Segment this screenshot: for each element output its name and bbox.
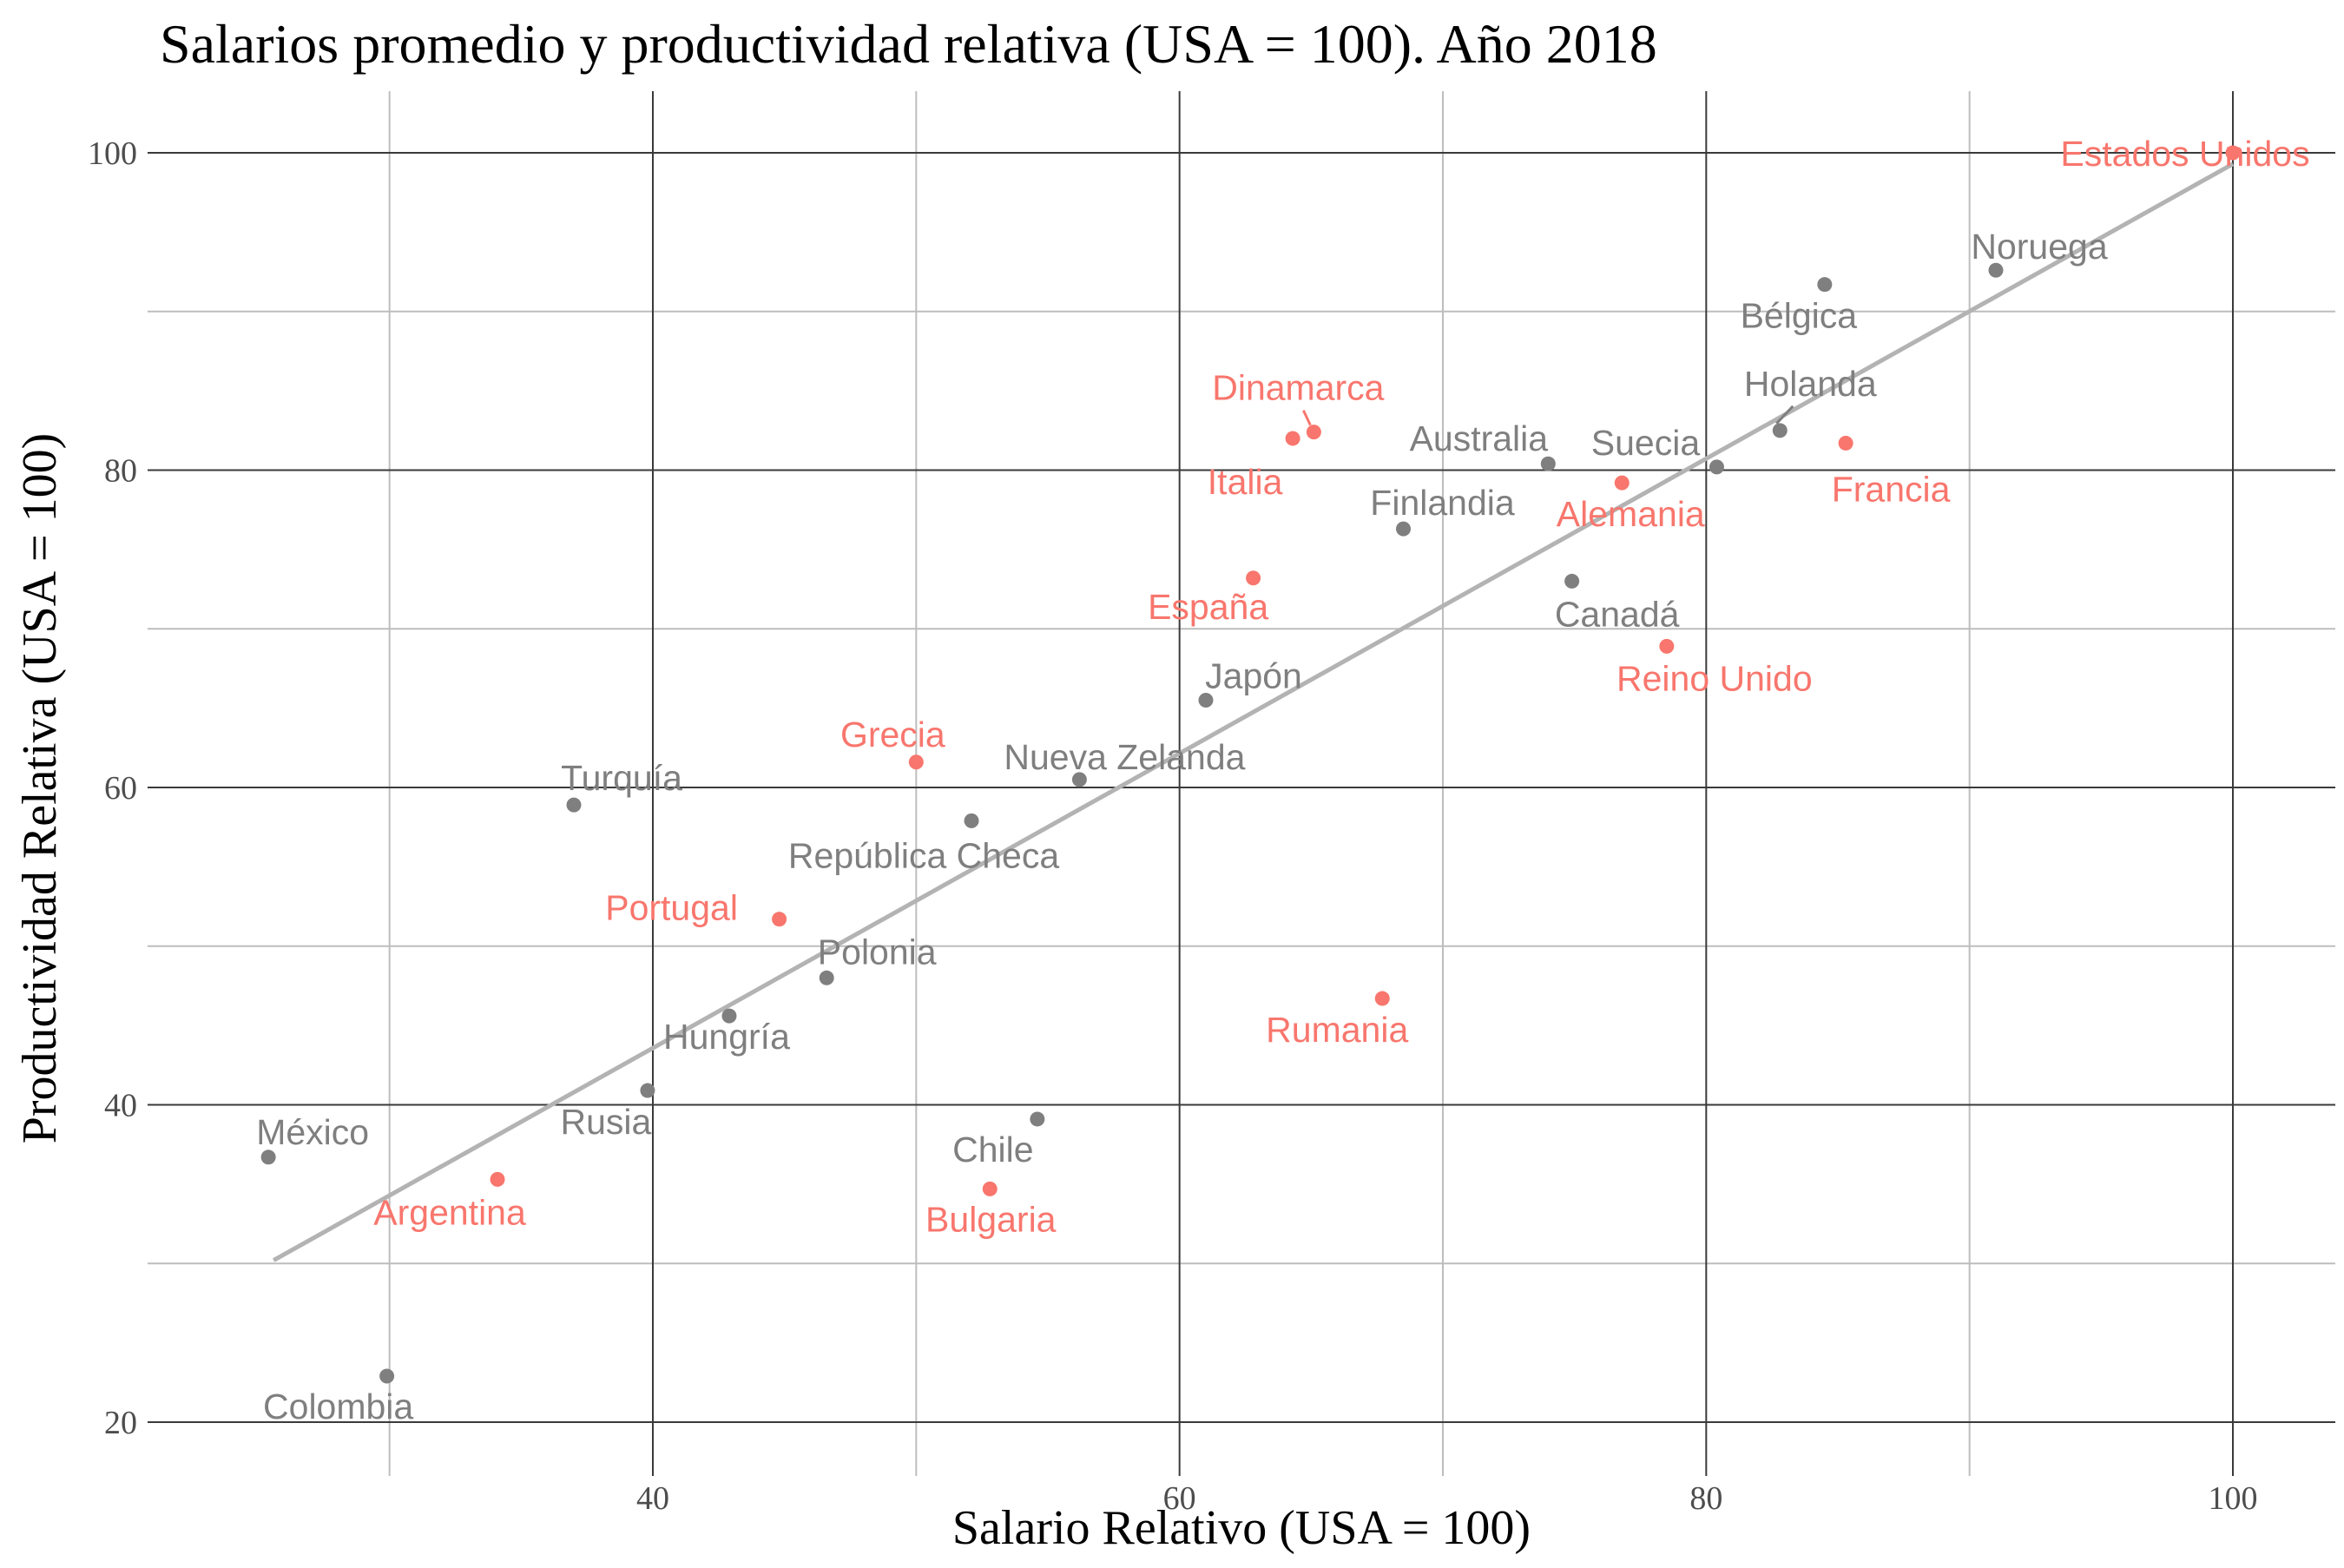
data-point bbox=[1198, 692, 1214, 708]
data-point bbox=[964, 813, 979, 828]
data-point bbox=[772, 912, 787, 927]
point-label: Dinamarca bbox=[1212, 368, 1384, 408]
point-label: Holanda bbox=[1744, 364, 1877, 404]
data-point bbox=[490, 1171, 505, 1187]
point-label: Nueva Zelanda bbox=[1004, 737, 1245, 777]
data-point bbox=[1988, 262, 2004, 278]
data-point bbox=[908, 754, 924, 770]
point-label: Rumania bbox=[1266, 1010, 1408, 1050]
x-tick-label: 40 bbox=[636, 1480, 669, 1517]
data-point bbox=[379, 1368, 395, 1384]
point-label: Bulgaria bbox=[925, 1199, 1057, 1239]
y-axis-ticks: 20 40 60 80 100 bbox=[88, 135, 137, 1441]
data-point bbox=[1030, 1111, 1045, 1127]
point-label: Alemania bbox=[1557, 494, 1705, 534]
point-label: República Checa bbox=[788, 835, 1059, 875]
y-tick-label: 80 bbox=[104, 453, 137, 490]
point-label: Italia bbox=[1208, 462, 1283, 502]
x-tick-label: 100 bbox=[2209, 1480, 2258, 1517]
data-point bbox=[260, 1150, 276, 1165]
data-point bbox=[982, 1181, 998, 1196]
point-label: Polonia bbox=[818, 932, 937, 972]
data-point bbox=[2225, 145, 2241, 161]
data-point bbox=[1306, 425, 1321, 440]
data-point bbox=[1709, 459, 1724, 475]
x-tick-label: 80 bbox=[1689, 1480, 1722, 1517]
y-axis-title: Productividad Relativa (USA = 100) bbox=[13, 433, 67, 1144]
data-point bbox=[819, 970, 834, 985]
point-label: Chile bbox=[952, 1130, 1033, 1169]
point-label: Estados Unidos bbox=[2060, 134, 2309, 174]
data-points bbox=[260, 145, 2241, 1384]
point-label: Japón bbox=[1205, 656, 1302, 695]
point-label: Reino Unido bbox=[1616, 658, 1813, 698]
point-label: Bélgica bbox=[1741, 296, 1858, 336]
y-tick-label: 40 bbox=[104, 1088, 137, 1124]
data-point bbox=[1817, 277, 1833, 293]
data-point bbox=[1772, 423, 1788, 438]
point-labels: Estados Unidos Noruega Bélgica Holanda Franc… bbox=[256, 134, 2309, 1426]
data-point bbox=[1071, 772, 1087, 787]
point-label: Rusia bbox=[561, 1102, 652, 1142]
point-label: Colombia bbox=[263, 1387, 413, 1426]
point-label: Francia bbox=[1832, 469, 1951, 509]
data-point bbox=[640, 1083, 655, 1098]
data-point bbox=[1659, 638, 1675, 654]
x-tick-label: 60 bbox=[1163, 1480, 1196, 1517]
point-label: España bbox=[1148, 587, 1268, 627]
data-point bbox=[721, 1008, 737, 1024]
data-point bbox=[1838, 435, 1853, 451]
point-label: Suecia bbox=[1591, 423, 1701, 463]
x-axis-ticks: 40 60 80 100 bbox=[636, 1480, 2258, 1517]
point-label: Portugal bbox=[605, 888, 738, 928]
data-point bbox=[1374, 991, 1390, 1006]
chart-title: Salarios promedio y productividad relati… bbox=[160, 13, 1657, 75]
point-label: Australia bbox=[1410, 418, 1549, 458]
data-point bbox=[1564, 573, 1580, 589]
trend-line bbox=[272, 161, 2235, 1262]
data-point bbox=[1540, 456, 1556, 471]
point-label: Hungría bbox=[663, 1017, 790, 1057]
label-leader-line bbox=[1775, 405, 1794, 425]
label-leader-lines bbox=[1302, 405, 1794, 426]
point-label: Grecia bbox=[840, 715, 945, 754]
data-point bbox=[1396, 521, 1411, 537]
point-label: Noruega bbox=[1971, 227, 2107, 267]
trend-line-group bbox=[272, 161, 2235, 1262]
data-point bbox=[1285, 431, 1300, 446]
minor-gridlines bbox=[148, 91, 2335, 1476]
point-label: Finlandia bbox=[1370, 483, 1515, 523]
x-axis-title: Salario Relativo (USA = 100) bbox=[952, 1501, 1531, 1555]
y-tick-label: 20 bbox=[104, 1405, 137, 1441]
y-tick-label: 60 bbox=[104, 770, 137, 807]
data-point bbox=[1246, 570, 1261, 586]
major-gridlines bbox=[148, 91, 2335, 1476]
data-point bbox=[566, 797, 582, 813]
point-label: México bbox=[256, 1112, 369, 1152]
point-label: Canadá bbox=[1555, 594, 1680, 634]
label-leader-line bbox=[1302, 410, 1312, 426]
data-point bbox=[1614, 475, 1630, 491]
point-label: Argentina bbox=[373, 1192, 526, 1232]
y-tick-label: 100 bbox=[88, 135, 137, 172]
point-label: Turquía bbox=[561, 758, 682, 798]
